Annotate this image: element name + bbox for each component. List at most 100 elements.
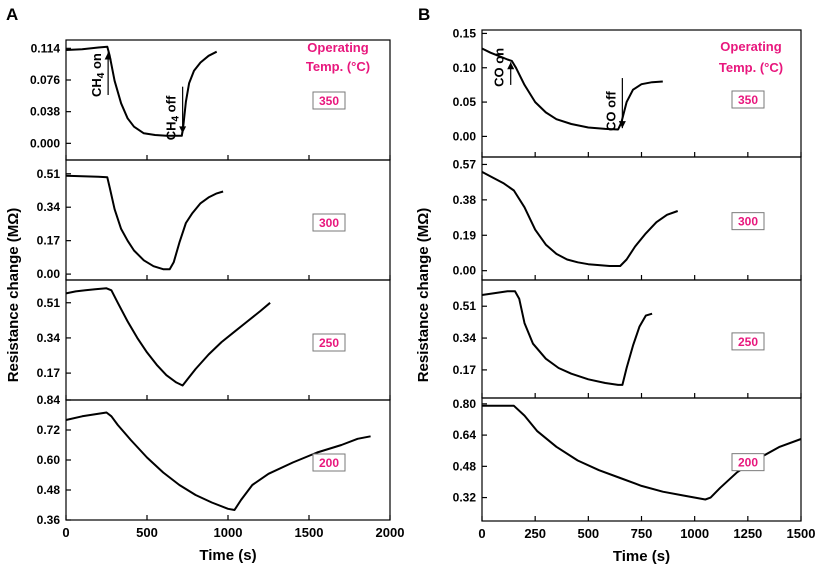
annotation-subscript: 4 (171, 116, 182, 122)
annotation-text: CO off (603, 91, 618, 131)
y-tick-label: 0.000 (30, 136, 60, 150)
temp-badge-label: 350 (738, 93, 758, 107)
x-tick-label: 1000 (214, 525, 243, 540)
y-tick-label: 0.51 (37, 167, 61, 181)
subplot-250: 0.17 0.34 0.51 250 (37, 279, 391, 401)
x-axis-label: Time (s) (199, 547, 256, 564)
operating-temp-header: Temp. (°C) (719, 60, 783, 75)
y-tick-label: 0.80 (453, 397, 477, 411)
temp-badge: 350 (312, 91, 346, 110)
x-tick-label: 750 (631, 526, 653, 541)
annotation-arrow-head (618, 121, 626, 129)
y-tick-label: 0.60 (37, 453, 61, 467)
annotation-text: CH (164, 122, 179, 141)
annotation-arrow-head (179, 126, 187, 134)
temp-badge-box (312, 333, 346, 352)
temp-badge: 200 (312, 453, 346, 472)
y-tick-label: 0.34 (37, 331, 61, 345)
annotation-arrow-head (104, 52, 112, 60)
temp-badge-box (312, 91, 346, 110)
x-tick-label: 1000 (680, 526, 709, 541)
y-tick-label: 0.00 (453, 129, 477, 143)
data-line (482, 404, 802, 501)
temp-badge-box (731, 453, 765, 472)
annotation-text: CO on (492, 48, 507, 87)
y-tick-label: 0.114 (31, 41, 61, 55)
y-tick-label: 0.17 (453, 363, 477, 377)
annotation-label: CO off (603, 91, 618, 131)
y-tick-label: 0.36 (37, 513, 61, 527)
x-tick-label: 250 (524, 526, 546, 541)
data-line (481, 171, 679, 267)
temp-badge-label: 300 (738, 215, 758, 229)
data-line (481, 290, 653, 386)
subplot-250: 0.17 0.34 0.51 250 (453, 279, 802, 399)
x-tick-label: 0 (62, 525, 69, 540)
subplot-200: 0.32 0.48 0.64 0.80 200 (453, 397, 802, 522)
x-tick-label: 1250 (733, 526, 762, 541)
x-tick-label: 1500 (787, 526, 816, 541)
y-tick-label: 0.10 (453, 61, 477, 75)
annotation-text: off (164, 95, 179, 116)
y-tick-label: 0.64 (453, 428, 477, 442)
temp-badge-box (731, 90, 765, 109)
y-tick-label: 0.57 (453, 157, 477, 171)
annotation-1: CO off (603, 78, 626, 131)
annotation-text: on (89, 53, 104, 73)
data-line (65, 45, 218, 137)
annotation-label: CH4 on (89, 53, 107, 97)
temp-badge-box (731, 212, 765, 231)
temp-badge: 300 (312, 213, 346, 232)
y-tick-label: 0.72 (37, 423, 61, 437)
temp-badge: 250 (731, 332, 765, 351)
y-tick-label: 0.15 (453, 26, 477, 40)
subplot-200: 0.36 0.48 0.60 0.72 0.84 200 (37, 393, 391, 527)
panel-label: A (6, 5, 18, 24)
y-tick-label: 0.038 (30, 105, 60, 119)
y-tick-label: 0.34 (453, 331, 477, 345)
temp-badge-label: 250 (319, 336, 339, 350)
annotation-label: CO on (492, 48, 507, 87)
y-tick-label: 0.38 (453, 193, 477, 207)
y-tick-label: 0.00 (453, 264, 477, 278)
x-tick-label: 500 (136, 525, 158, 540)
temp-badge-label: 350 (319, 94, 339, 108)
x-tick-label: 0 (478, 526, 485, 541)
temp-badge-label: 250 (738, 335, 758, 349)
x-tick-label: 2000 (376, 525, 405, 540)
temp-badge-label: 300 (319, 216, 339, 230)
y-tick-label: 0.076 (30, 73, 60, 87)
y-tick-label: 0.34 (37, 200, 61, 214)
y-tick-label: 0.17 (37, 234, 61, 248)
y-axis-label: Resistance change (MΩ) (415, 208, 432, 383)
x-axis-label: Time (s) (613, 548, 670, 565)
subplot-300: 0.00 0.17 0.34 0.51 300 (37, 159, 391, 281)
temp-badge-box (731, 332, 765, 351)
y-tick-label: 0.05 (453, 95, 477, 109)
operating-temp-header: Temp. (°C) (306, 59, 370, 74)
y-tick-label: 0.51 (453, 299, 477, 313)
temp-badge-box (312, 213, 346, 232)
y-tick-label: 0.48 (37, 483, 61, 497)
annotation-text: CH (89, 78, 104, 97)
panel-label: B (418, 5, 430, 24)
temp-badge: 350 (731, 90, 765, 109)
annotation-0: CO on (492, 48, 515, 87)
y-tick-label: 0.51 (37, 296, 61, 310)
data-line (65, 174, 224, 271)
y-tick-label: 0.84 (37, 393, 61, 407)
annotation-subscript: 4 (96, 72, 107, 78)
temp-badge: 300 (731, 212, 765, 231)
y-tick-label: 0.32 (453, 491, 477, 505)
operating-temp-header: Operating (307, 40, 368, 55)
data-line (65, 287, 271, 387)
data-line (481, 47, 663, 131)
y-tick-label: 0.48 (453, 459, 477, 473)
y-tick-label: 0.00 (37, 267, 61, 281)
x-tick-label: 1500 (295, 525, 324, 540)
temp-badge: 200 (731, 453, 765, 472)
